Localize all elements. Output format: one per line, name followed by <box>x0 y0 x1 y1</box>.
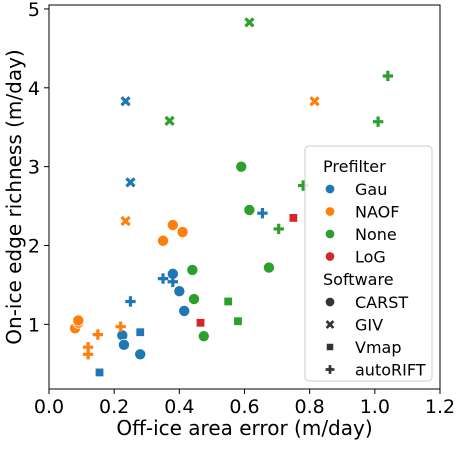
legend-label: NAOF <box>355 203 399 222</box>
legend-marker <box>324 228 336 240</box>
data-point <box>135 327 145 337</box>
legend-marker <box>324 206 336 217</box>
x-tick-label: 1.2 <box>425 396 455 418</box>
data-point <box>117 338 130 351</box>
data-point <box>186 263 199 276</box>
data-point <box>92 329 104 340</box>
x-tick-label: 0.0 <box>34 396 64 418</box>
x-tick-label: 0.4 <box>164 396 194 418</box>
y-tick-label: 2 <box>28 235 40 257</box>
legend-label: Gau <box>355 180 387 199</box>
data-point <box>243 204 256 217</box>
data-point <box>164 115 175 127</box>
data-point <box>223 296 233 307</box>
x-tick-label: 0.8 <box>295 396 325 418</box>
data-point <box>120 215 131 227</box>
x-tick-label: 0.2 <box>99 396 129 418</box>
data-point <box>309 96 320 107</box>
data-point <box>134 348 147 361</box>
data-point <box>235 160 248 173</box>
legend-label: GIV <box>355 316 383 335</box>
plot-frame <box>48 4 441 390</box>
data-point <box>257 207 268 219</box>
legend-marker <box>324 296 336 308</box>
data-point <box>382 70 394 82</box>
data-point <box>288 213 299 223</box>
data-point <box>166 218 179 231</box>
x-axis-label: Off-ice area error (m/day) <box>116 416 372 440</box>
legend-label: Vmap <box>355 338 402 357</box>
data-point <box>173 285 186 298</box>
y-tick-label: 5 <box>28 0 40 21</box>
legend-marker <box>324 251 336 262</box>
y-tick-label: 3 <box>28 157 40 179</box>
legend-marker <box>325 320 335 329</box>
legend-marker <box>325 365 335 374</box>
data-point <box>372 116 384 127</box>
legend-marker <box>325 342 335 352</box>
data-point <box>176 226 189 239</box>
y-axis-label: On-ice edge richness (m/day) <box>2 49 26 344</box>
data-point <box>125 296 136 307</box>
legend-label: autoRIFT <box>355 361 426 380</box>
data-point <box>157 234 170 247</box>
y-tick-label: 1 <box>28 314 40 336</box>
legend-title: Software <box>323 270 394 289</box>
legend-marker <box>324 183 336 195</box>
data-point <box>167 276 179 287</box>
data-point <box>82 349 94 360</box>
data-point <box>273 223 284 235</box>
legend-label: LoG <box>355 248 386 267</box>
data-point <box>94 367 105 378</box>
data-point <box>157 273 169 284</box>
data-point <box>115 321 126 332</box>
data-point <box>197 330 210 343</box>
legend-title: Prefilter <box>323 157 386 176</box>
data-point <box>125 177 136 188</box>
legend-box <box>304 145 433 382</box>
data-point <box>120 96 131 107</box>
data-points <box>69 17 394 378</box>
data-point <box>195 318 206 328</box>
data-point <box>72 314 85 327</box>
x-tick-label: 0.6 <box>229 396 259 418</box>
x-tick-label: 1.0 <box>360 396 390 418</box>
legend-label: None <box>355 225 397 244</box>
data-point <box>262 261 275 274</box>
data-point <box>187 293 200 306</box>
legend-label: CARST <box>355 293 408 312</box>
data-point <box>233 316 243 326</box>
data-point <box>244 17 255 28</box>
legend: Prefilter Gau NAOF None LoG Software CARST GIV V… <box>304 145 433 382</box>
data-point <box>178 304 191 317</box>
y-tick-label: 4 <box>28 78 40 100</box>
